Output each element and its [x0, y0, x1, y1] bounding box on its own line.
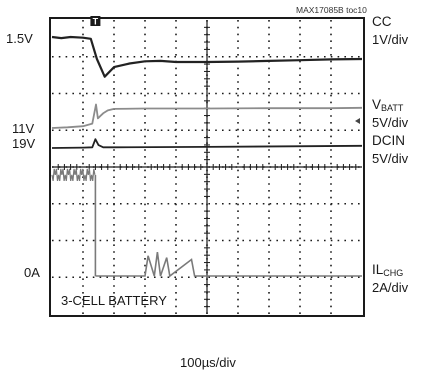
x-scale-label: 100µs/div	[180, 355, 236, 370]
cc-trace	[51, 35, 363, 78]
channel-name-cc: CC	[372, 14, 392, 29]
channel-scale-ilchg: 2A/div	[372, 280, 409, 295]
channel-name-ilchg: ILCHG	[372, 262, 404, 278]
vbatt-ref-arrow	[355, 118, 360, 124]
level-label-ilchg: 0A	[24, 265, 40, 280]
vbatt-trace	[51, 103, 363, 129]
ilchg-trace	[95, 251, 362, 278]
channel-name-dcin: DCIN	[372, 133, 405, 148]
trigger-marker-text: T	[93, 17, 99, 27]
figure-id: MAX17085B toc10	[296, 5, 367, 15]
channel-name-vbatt: VBATT	[372, 97, 404, 113]
dcin-trace	[51, 138, 363, 149]
level-label-cc: 1.5V	[6, 31, 33, 46]
channel-scale-cc: 1V/div	[372, 32, 409, 47]
channel-scale-vbatt: 5V/div	[372, 115, 409, 130]
channel-sub-ilchg: CHG	[383, 268, 404, 278]
traces	[51, 35, 363, 278]
channel-sub-vbatt: BATT	[381, 103, 404, 113]
footer-label: 3-CELL BATTERY	[61, 293, 167, 308]
grid	[52, 20, 362, 314]
level-label-vbatt: 11V	[12, 121, 35, 136]
channel-scale-dcin: 5V/div	[372, 151, 409, 166]
level-label-dcin: 19V	[12, 136, 36, 151]
trigger-marker-box	[90, 16, 101, 26]
marks: T	[90, 16, 360, 124]
ilchg-ripple-band	[51, 168, 96, 182]
